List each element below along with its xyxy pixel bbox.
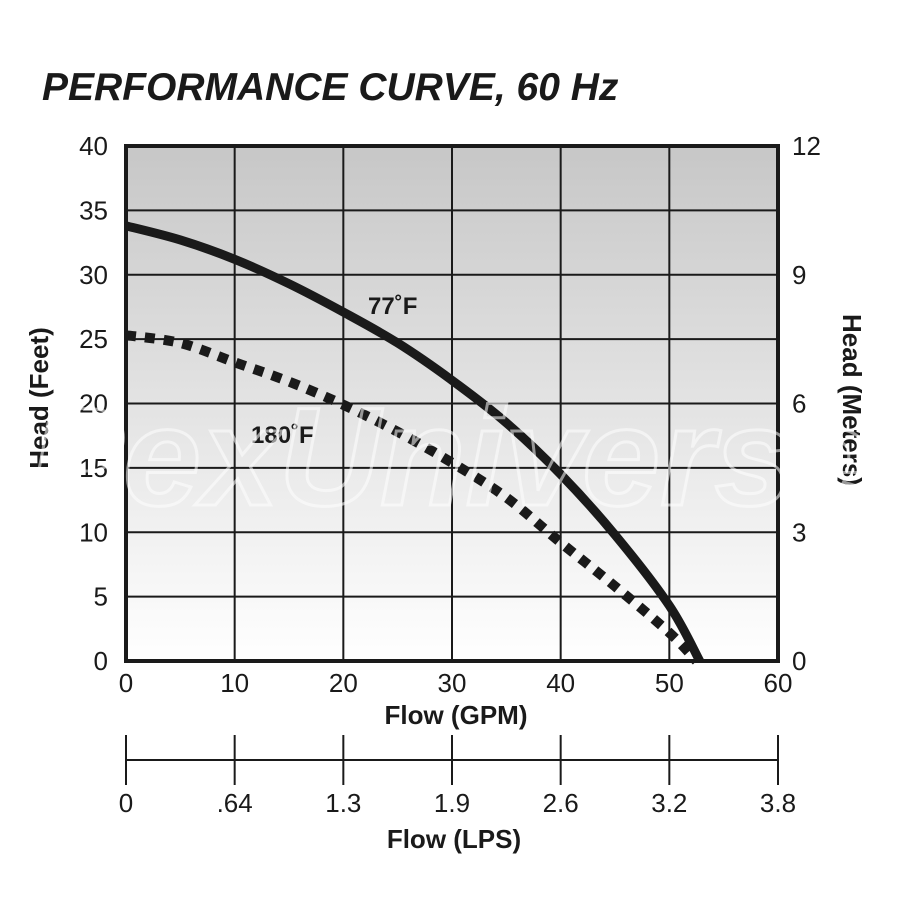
y2-tick-label: 3: [792, 517, 806, 547]
lps-scale: 0 .64 1.3 1.9 2.6 3.2 3.8: [119, 735, 796, 818]
lps-tick-label: 1.9: [434, 788, 470, 818]
lps-tick-label: .64: [217, 788, 253, 818]
y-tick-label: 5: [94, 582, 108, 612]
x-tick-label: 0: [119, 668, 133, 698]
y-tick-label: 15: [79, 453, 108, 483]
x-axis-label: Flow (GPM): [385, 700, 528, 730]
y-axis-label: Head (Feet): [24, 327, 54, 469]
y2-tick-label: 0: [792, 646, 806, 676]
y-tick-label: 35: [79, 195, 108, 225]
series-label-180f: 180˚F: [251, 422, 314, 449]
chart-title: PERFORMANCE CURVE, 60 Hz: [42, 66, 619, 109]
y2-axis-label: Head (Meters): [837, 314, 867, 486]
y-tick-label: 20: [79, 389, 108, 419]
y-tick-label: 10: [79, 517, 108, 547]
lps-tick-label: 0: [119, 788, 133, 818]
x-tick-label: 30: [438, 668, 467, 698]
x-tick-label: 20: [329, 668, 358, 698]
y-tick-label: 25: [79, 324, 108, 354]
watermark-logo: PexUniverse: [30, 378, 871, 535]
lps-tick-label: 1.3: [325, 788, 361, 818]
series-line-77f: [124, 221, 704, 664]
y2-tick-label: 9: [792, 260, 806, 290]
y2-tick-label: 12: [792, 131, 821, 161]
series-layer: [124, 221, 704, 665]
x-tick-label: 50: [655, 668, 684, 698]
y-tick-label: 40: [79, 131, 108, 161]
x-tick-label: 10: [220, 668, 249, 698]
x-tick-label: 40: [546, 668, 575, 698]
y-tick-label: 0: [94, 646, 108, 676]
y-tick-label: 30: [79, 260, 108, 290]
x2-axis-label: Flow (LPS): [387, 824, 521, 854]
x-tick-label: 60: [764, 668, 793, 698]
lps-tick-label: 3.8: [760, 788, 796, 818]
series-label-77f: 77˚F: [368, 293, 417, 320]
lps-tick-label: 3.2: [651, 788, 687, 818]
plot-border: [124, 144, 780, 663]
y2-tick-label: 6: [792, 389, 806, 419]
lps-tick-label: 2.6: [543, 788, 579, 818]
